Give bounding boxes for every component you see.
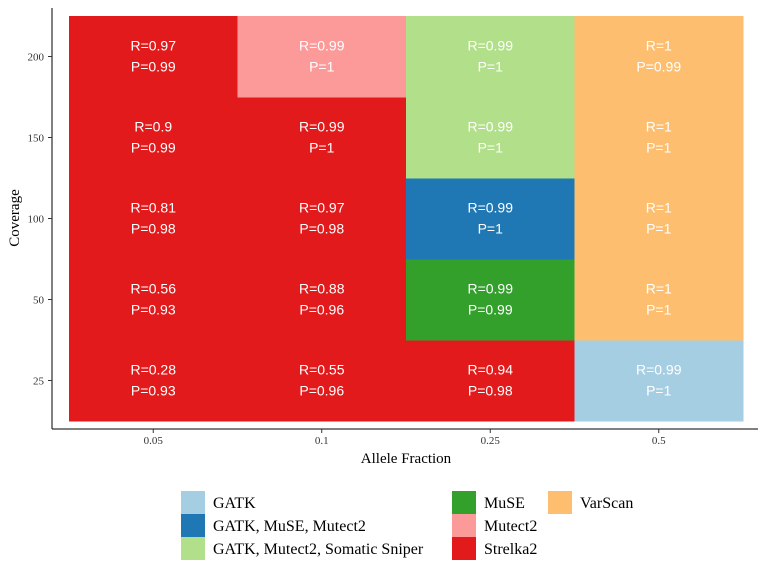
cell-recall-label: R=1 — [646, 38, 672, 54]
cell-precision-label: P=1 — [646, 383, 672, 399]
legend-swatch — [181, 537, 205, 560]
x-axis-title: Allele Fraction — [361, 451, 452, 467]
cell-recall-label: R=0.99 — [299, 119, 345, 135]
heatmap-cell — [69, 340, 238, 422]
heatmap-cell — [406, 16, 575, 98]
cell-recall-label: R=0.99 — [299, 38, 345, 54]
cell-precision-label: P=0.98 — [131, 221, 176, 237]
heatmap-cell — [406, 178, 575, 260]
cell-precision-label: P=1 — [309, 140, 335, 156]
heatmap-cell — [69, 16, 238, 98]
cell-recall-label: R=0.94 — [467, 362, 513, 378]
cell-recall-label: R=0.99 — [467, 38, 513, 54]
cell-recall-label: R=0.99 — [467, 200, 513, 216]
cell-recall-label: R=0.99 — [467, 281, 513, 297]
x-tick-label: 0.1 — [315, 435, 329, 447]
cell-recall-label: R=0.81 — [130, 200, 176, 216]
heatmap-cell — [237, 259, 407, 341]
cell-recall-label: R=0.97 — [130, 38, 176, 54]
cell-precision-label: P=1 — [478, 140, 504, 156]
heatmap-cell — [406, 259, 575, 341]
cell-recall-label: R=0.9 — [134, 119, 172, 135]
y-tick-label: 150 — [28, 133, 45, 145]
cell-recall-label: R=0.99 — [636, 362, 682, 378]
cell-recall-label: R=0.88 — [299, 281, 345, 297]
legend-label: Strelka2 — [484, 541, 537, 558]
cell-precision-label: P=1 — [478, 221, 504, 237]
legend-label: Mutect2 — [484, 518, 537, 535]
heatmap-cell — [69, 178, 238, 260]
heatmap-cell — [574, 259, 744, 341]
legend-label: GATK — [213, 495, 256, 512]
cell-recall-label: R=0.28 — [130, 362, 176, 378]
heatmap-cell — [406, 340, 575, 422]
heatmap-cell — [406, 97, 575, 179]
cell-precision-label: P=0.93 — [131, 302, 176, 318]
legend-label: VarScan — [580, 495, 633, 512]
cell-precision-label: P=1 — [646, 302, 672, 318]
cell-recall-label: R=1 — [646, 281, 672, 297]
cell-recall-label: R=0.56 — [130, 281, 176, 297]
legend: GATK GATK, MuSE, Mutect2 GATK, Mutect2, So… — [181, 491, 633, 560]
cell-precision-label: P=0.98 — [468, 383, 513, 399]
x-axis-ticks: 0.05 0.1 0.25 0.5 — [144, 429, 666, 447]
legend-label: MuSE — [484, 495, 525, 512]
heatmap-cell — [69, 97, 238, 179]
cell-precision-label: P=0.99 — [468, 302, 513, 318]
heatmap-cell — [574, 16, 744, 98]
heatmap-cell — [237, 178, 407, 260]
x-tick-label: 0.5 — [652, 435, 666, 447]
cell-recall-label: R=0.97 — [299, 200, 345, 216]
heatmap-cell — [237, 340, 407, 422]
y-tick-label: 25 — [33, 376, 45, 388]
cell-precision-label: P=1 — [646, 140, 672, 156]
cell-recall-label: R=0.99 — [467, 119, 513, 135]
y-axis-title: Coverage — [7, 189, 23, 247]
y-tick-label: 100 — [28, 214, 45, 226]
cell-recall-label: R=1 — [646, 200, 672, 216]
legend-swatch — [452, 514, 476, 537]
cell-precision-label: P=0.99 — [636, 59, 681, 75]
heatmap-cell — [69, 259, 238, 341]
cell-precision-label: P=1 — [478, 59, 504, 75]
cell-recall-label: R=1 — [646, 119, 672, 135]
cell-precision-label: P=0.96 — [299, 383, 344, 399]
y-tick-label: 50 — [33, 295, 45, 307]
heatmap-cell — [237, 16, 407, 98]
x-tick-label: 0.05 — [144, 435, 164, 447]
y-axis-ticks: 25 50 100 150 200 — [28, 52, 52, 388]
cell-precision-label: P=0.99 — [131, 59, 176, 75]
x-tick-label: 0.25 — [481, 435, 501, 447]
legend-swatch — [452, 537, 476, 560]
heatmap-cell — [574, 340, 744, 422]
heatmap-cells — [69, 16, 744, 422]
cell-precision-label: P=1 — [309, 59, 335, 75]
cell-recall-label: R=0.55 — [299, 362, 345, 378]
legend-label: GATK, Mutect2, Somatic Sniper — [213, 541, 424, 558]
legend-label: GATK, MuSE, Mutect2 — [213, 518, 366, 535]
heatmap-cell — [237, 97, 407, 179]
cell-precision-label: P=0.99 — [131, 140, 176, 156]
legend-swatch — [452, 491, 476, 514]
cell-precision-label: P=0.96 — [299, 302, 344, 318]
heatmap-cell — [574, 97, 744, 179]
legend-swatch — [181, 491, 205, 514]
heatmap-cell — [574, 178, 744, 260]
cell-precision-label: P=0.98 — [299, 221, 344, 237]
y-tick-label: 200 — [28, 52, 45, 64]
cell-labels: R=0.28 P=0.93 R=0.55 P=0.96 R=0.94 P=0.98 R=0.… — [130, 38, 681, 399]
legend-swatch — [181, 514, 205, 537]
cell-precision-label: P=0.93 — [131, 383, 176, 399]
cell-precision-label: P=1 — [646, 221, 672, 237]
legend-swatch — [548, 491, 572, 514]
